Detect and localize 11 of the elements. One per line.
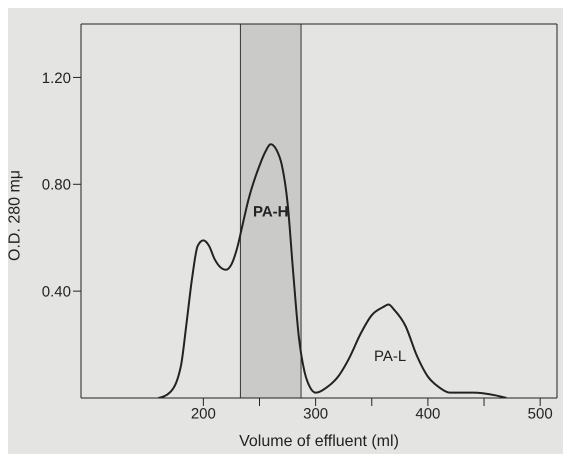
x-tick-label: 200	[190, 406, 216, 423]
x-axis-title: Volume of effluent (ml)	[239, 433, 399, 450]
y-tick-label: 0.40	[42, 283, 71, 300]
x-tick-label: 300	[303, 406, 328, 423]
y-axis-title: O.D. 280 mμ	[6, 170, 24, 261]
y-tick-label: 0.80	[42, 176, 71, 194]
band-label: PA-H	[252, 203, 289, 220]
y-tick-label: 1.20	[42, 70, 71, 87]
x-tick-label: 400	[415, 406, 440, 423]
annotation: PA-L	[374, 348, 406, 365]
x-tick-label: 500	[528, 406, 553, 423]
